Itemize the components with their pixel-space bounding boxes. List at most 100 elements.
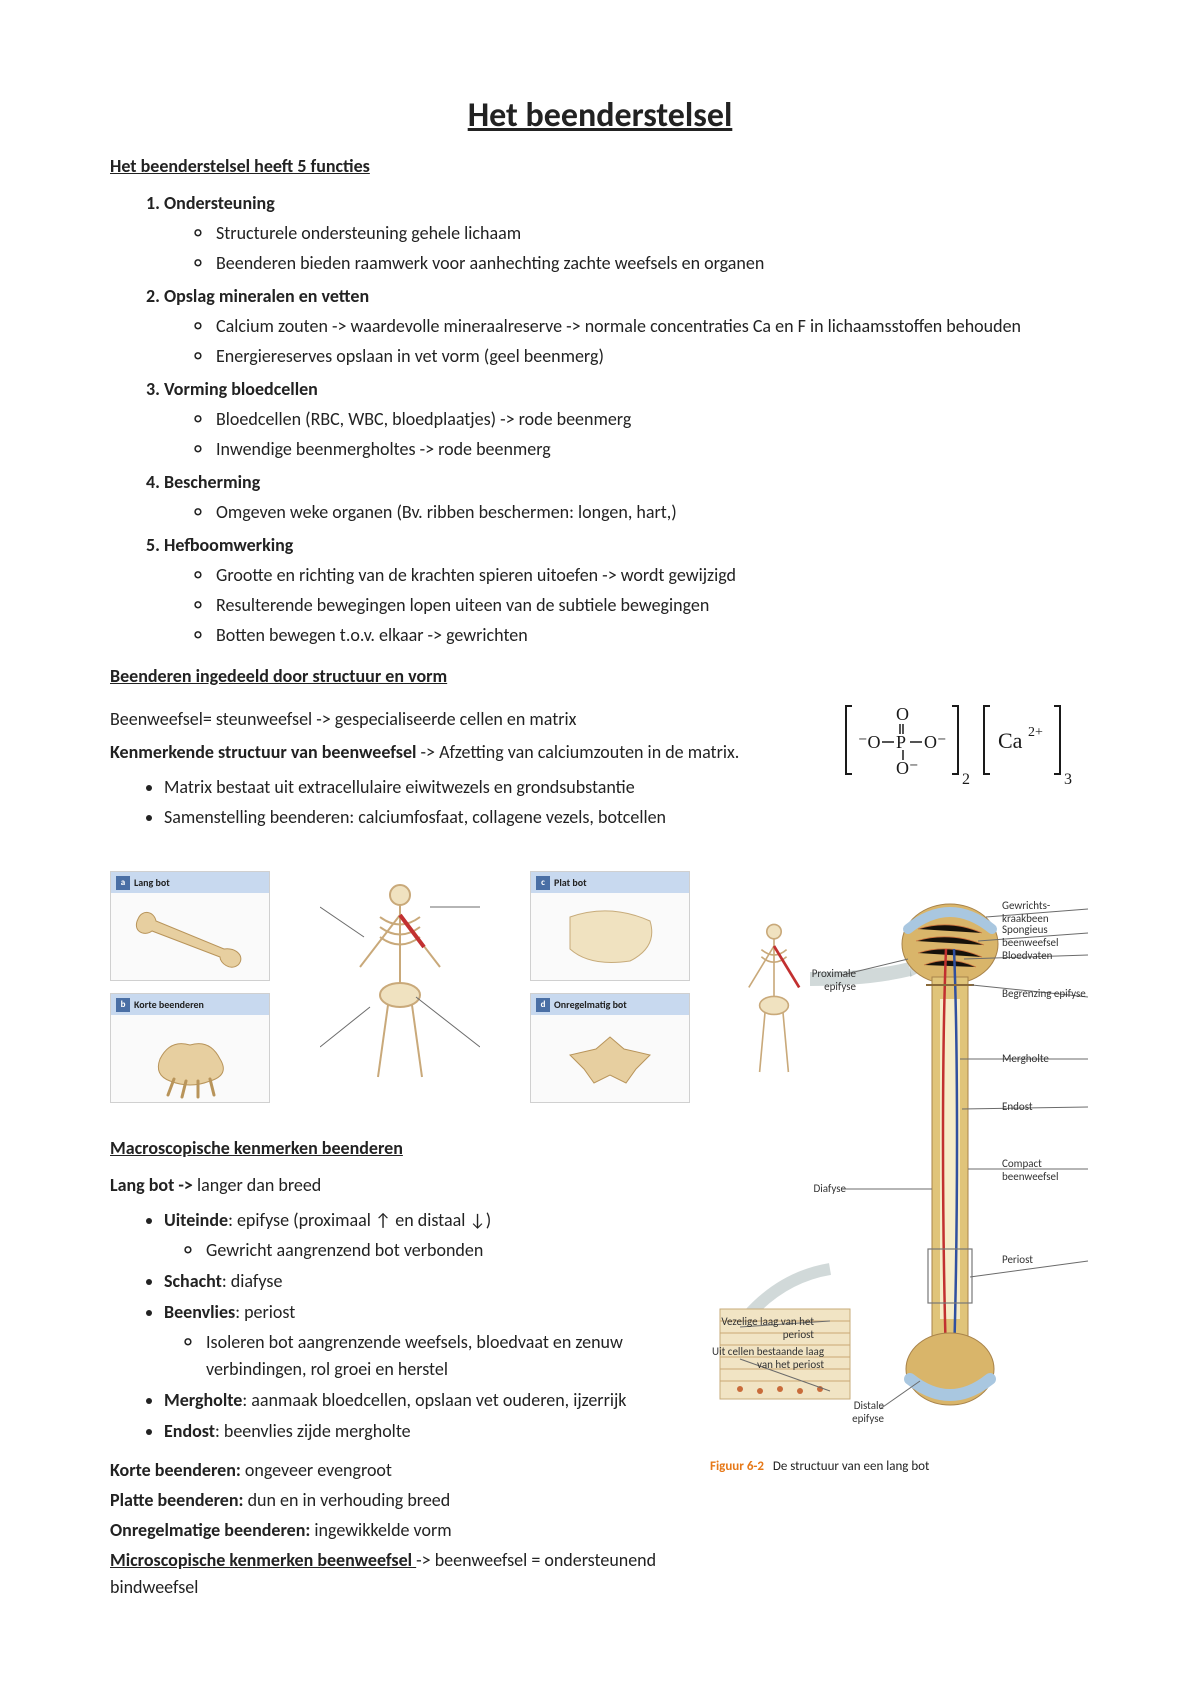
lang-bot-lead: Lang bot -> langer dan breed: [110, 1172, 674, 1199]
lang-bot-lead-label: Lang bot ->: [110, 1174, 193, 1196]
lb-2: Beenvlies: periost Isoleren bot aangrenz…: [164, 1299, 674, 1383]
lb-2-s0: Isoleren bot aangrenzende weefsels, bloe…: [184, 1329, 674, 1383]
fn-1: Ondersteuning Structurele ondersteuning …: [164, 190, 1090, 277]
fn-2-name: Opslag mineralen en vetten: [164, 285, 369, 307]
lbf-l1: Diafyse: [796, 1182, 846, 1195]
bt-a-letter: a: [116, 876, 130, 890]
fig-text: De structuur van een lang bot: [773, 1459, 930, 1474]
def-2-label: Onregelmatige beenderen:: [110, 1519, 310, 1541]
long-bone-caption: Figuur 6-2 De structuur van een lang bot: [710, 1457, 1090, 1477]
lb-3: Mergholte: aanmaak bloedcellen, opslaan …: [164, 1387, 674, 1414]
fn-5: Hefboomwerking Grootte en richting van d…: [164, 532, 1090, 649]
lb-4-name: Endost: [164, 1420, 215, 1442]
lb-0: Uiteinde: epifyse (proximaal ↑ en distaa…: [164, 1207, 674, 1264]
fn-2-p1: Energiereserves opslaan in vet vorm (gee…: [194, 343, 1090, 370]
bone-type-d: dOnregelmatig bot: [530, 993, 690, 1103]
bt-d-title: Onregelmatig bot: [554, 997, 627, 1012]
bt-c-letter: c: [536, 876, 550, 890]
def-1-rest: dun en in verhouding breed: [244, 1489, 451, 1511]
svg-text:2: 2: [962, 771, 970, 788]
bone-type-d-image: [531, 1015, 689, 1102]
lb-0-name: Uiteinde: [164, 1209, 228, 1231]
bone-type-c-image: [531, 893, 689, 980]
svg-text:2+: 2+: [1028, 725, 1043, 740]
bt-b-title: Korte beenderen: [134, 997, 204, 1012]
lb-3-name: Mergholte: [164, 1389, 242, 1411]
fn-3-p1: Inwendige beenmergholtes -> rode beenmer…: [194, 436, 1090, 463]
svg-text:Ca: Ca: [998, 728, 1023, 753]
lb-0-s0: Gewricht aangrenzend bot verbonden: [184, 1237, 674, 1264]
kenmerk-rest: -> Afzetting van calciumzouten in de mat…: [416, 741, 739, 763]
fn-5-p2: Botten bewegen t.o.v. elkaar -> gewricht…: [194, 622, 1090, 649]
fn-2: Opslag mineralen en vetten Calcium zoute…: [164, 283, 1090, 370]
lbf-r6: Compact beenweefsel: [1002, 1157, 1092, 1183]
def-2-rest: ingewikkelde vorm: [310, 1519, 451, 1541]
svg-text:3: 3: [1064, 771, 1072, 788]
fn-5-p1: Resulterende bewegingen lopen uiteen van…: [194, 592, 1090, 619]
def-0-rest: ongeveer evengroot: [241, 1459, 392, 1481]
fn-4-name: Bescherming: [164, 471, 260, 493]
lb-0-rest: : epifyse (proximaal ↑ en distaal ↓): [228, 1209, 491, 1231]
svg-text:⁻O: ⁻O: [858, 732, 881, 752]
long-bone-figure: Gewrichts-kraakbeen Spongieus beenweefse…: [710, 889, 1090, 1477]
def-1-label: Platte beenderen:: [110, 1489, 244, 1511]
matrix-bullets: Matrix bestaat uit extracellulaire eiwit…: [110, 774, 810, 831]
bone-type-b: b Korte beenderen: [110, 993, 270, 1103]
functions-list: Ondersteuning Structurele ondersteuning …: [110, 190, 1090, 649]
fn-3-name: Vorming bloedcellen: [164, 378, 318, 400]
svg-text:O⁻: O⁻: [924, 732, 947, 752]
fn-1-p0: Structurele ondersteuning gehele lichaam: [194, 220, 1090, 247]
def-2: Onregelmatige beenderen: ingewikkelde vo…: [110, 1517, 674, 1544]
def-1: Platte beenderen: dun en in verhouding b…: [110, 1487, 674, 1514]
skeleton-center: [282, 871, 518, 1103]
mb-0: Matrix bestaat uit extracellulaire eiwit…: [164, 774, 810, 801]
lbf-r7: Periost: [1002, 1253, 1092, 1266]
fn-3-p0: Bloedcellen (RBC, WBC, bloedplaatjes) ->…: [194, 406, 1090, 433]
svg-text:O: O: [896, 704, 909, 724]
bone-type-b-image: [111, 1015, 269, 1102]
bone-type-a: aLang bot: [110, 871, 270, 981]
structure-heading: Beenderen ingedeeld door structuur en vo…: [110, 663, 1090, 690]
phosphate-formula: O ⁻O P O⁻ O⁻ 2 Ca 2+ 3: [840, 700, 1090, 798]
fn-4-p0: Omgeven weke organen (Bv. ribben bescher…: [194, 499, 1090, 526]
lb-3-rest: : aanmaak bloedcellen, opslaan vet ouder…: [242, 1389, 626, 1411]
lb-1-name: Schacht: [164, 1270, 222, 1292]
svg-text:P: P: [896, 732, 906, 752]
lbf-r3: Begrenzing epifyse: [1002, 987, 1092, 1000]
fn-4: Bescherming Omgeven weke organen (Bv. ri…: [164, 469, 1090, 526]
fn-3: Vorming bloedcellen Bloedcellen (RBC, WB…: [164, 376, 1090, 463]
bone-types-figure: aLang bot: [110, 871, 690, 1103]
bt-b-letter: b: [116, 998, 130, 1012]
bt-c-title: Plat bot: [554, 875, 587, 890]
micro-line: Microscopische kenmerken beenweefsel -> …: [110, 1547, 674, 1601]
lbf-l2: Vezelige laag van het periost: [704, 1315, 814, 1341]
fn-1-points: Structurele ondersteuning gehele lichaam…: [164, 220, 1090, 277]
lb-4: Endost: beenvlies zijde mergholte: [164, 1418, 674, 1445]
fn-2-p0: Calcium zouten -> waardevolle mineraalre…: [194, 313, 1090, 340]
beenweefsel-def: Beenweefsel= steunweefsel -> gespecialis…: [110, 706, 810, 733]
micro-label: Microscopische kenmerken beenweefsel: [110, 1549, 416, 1571]
fig-number: Figuur 6-2: [710, 1459, 764, 1474]
kenmerk-label: Kenmerkende structuur van beenweefsel: [110, 741, 416, 763]
mb-1: Samenstelling beenderen: calciumfosfaat,…: [164, 804, 810, 831]
bone-type-a-image: [111, 893, 269, 980]
lbf-r4: Mergholte: [1002, 1052, 1092, 1065]
lb-4-rest: : beenvlies zijde mergholte: [215, 1420, 411, 1442]
bone-type-c: c Plat bot: [530, 871, 690, 981]
def-0-label: Korte beenderen:: [110, 1459, 241, 1481]
fn-5-name: Hefboomwerking: [164, 534, 293, 556]
lbf-l4: Distale epifyse: [834, 1399, 884, 1425]
fn-1-name: Ondersteuning: [164, 192, 275, 214]
lb-1: Schacht: diafyse: [164, 1268, 674, 1295]
lbf-r2: Bloedvaten: [1002, 949, 1092, 962]
lbf-l0: Proximale epifyse: [796, 967, 856, 993]
lb-2-rest: : periost: [235, 1301, 295, 1323]
lb-2-name: Beenvlies: [164, 1301, 235, 1323]
kenmerk-line: Kenmerkende structuur van beenweefsel ->…: [110, 739, 810, 766]
fn-5-p0: Grootte en richting van de krachten spie…: [194, 562, 1090, 589]
lang-bot-lead-rest: langer dan breed: [193, 1174, 321, 1196]
lang-bot-items: Uiteinde: epifyse (proximaal ↑ en distaa…: [110, 1207, 674, 1445]
macro-heading: Macroscopische kenmerken beenderen: [110, 1135, 674, 1162]
lbf-r1: Spongieus beenweefsel: [1002, 923, 1092, 949]
def-0: Korte beenderen: ongeveer evengroot: [110, 1457, 674, 1484]
